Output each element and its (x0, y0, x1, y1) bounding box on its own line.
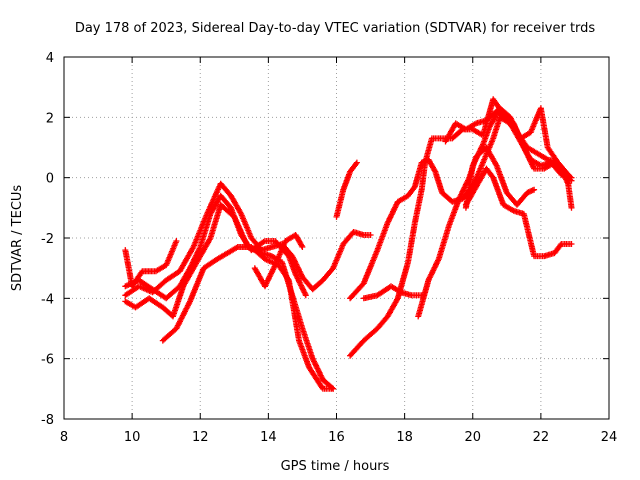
y-tick-label: 2 (46, 111, 54, 126)
y-tick-label: -2 (41, 232, 54, 247)
series-track-13 (462, 165, 575, 260)
x-tick-label: 16 (328, 430, 345, 445)
data-point (353, 159, 360, 166)
data-point (353, 160, 359, 167)
data-point (568, 241, 575, 247)
y-tick-label: 0 (46, 172, 54, 187)
data-point (531, 186, 538, 193)
x-tick-label: 18 (396, 430, 413, 445)
data-point (431, 167, 438, 174)
data-point (367, 232, 374, 238)
x-axis-label: GPS time / hours (281, 459, 390, 474)
series-track-9 (360, 283, 425, 302)
x-tick-label: 8 (60, 430, 68, 445)
y-tick-label: -4 (41, 292, 54, 307)
x-tick-label: 24 (601, 430, 618, 445)
data-point (302, 292, 309, 299)
y-tick-label: -8 (41, 413, 54, 428)
x-tick-label: 12 (192, 430, 209, 445)
series-track-14 (442, 108, 572, 178)
x-tick-label: 10 (124, 430, 141, 445)
x-tick-label: 14 (260, 430, 277, 445)
x-tick-label: 20 (464, 430, 481, 445)
data-point (568, 204, 575, 211)
y-axis-label: SDTVAR / TECUs (10, 185, 25, 292)
data-point (557, 242, 564, 249)
data-point (298, 242, 305, 249)
data-point (299, 244, 306, 250)
data-point (173, 238, 180, 244)
data-point (330, 385, 337, 392)
series-track-4 (122, 238, 180, 290)
x-tick-label: 22 (533, 430, 550, 445)
series-track-7 (333, 159, 360, 220)
y-tick-label: -6 (41, 353, 54, 368)
y-tick-label: 4 (46, 51, 54, 66)
data-point (284, 275, 291, 282)
series-track-6 (251, 232, 306, 290)
data-point (565, 171, 572, 178)
series-track-1 (122, 180, 374, 299)
chart-title: Day 178 of 2023, Sidereal Day-to-day VTE… (75, 21, 596, 36)
data-point (564, 170, 571, 177)
data-point (524, 189, 531, 196)
series-track-5 (159, 244, 337, 392)
data-layer (122, 96, 575, 392)
